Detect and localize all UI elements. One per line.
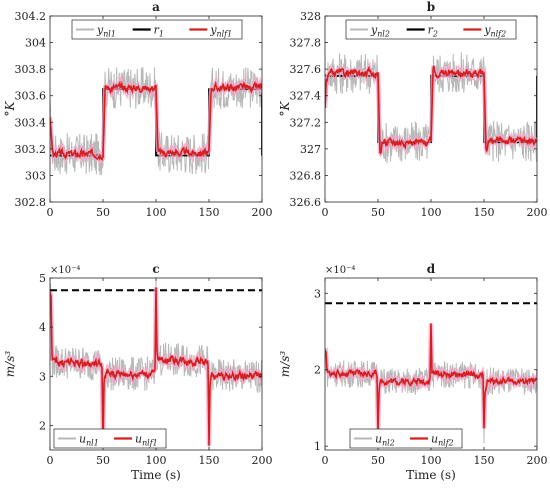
- y-tick-label: 5: [39, 272, 46, 285]
- x-tick-label: 100: [421, 206, 442, 219]
- legend-label: r1: [154, 24, 164, 39]
- y-tick-label: 303.2: [15, 143, 47, 156]
- y-tick-label: 3: [39, 370, 46, 383]
- legend-label: unl2: [375, 433, 395, 448]
- y-tick-label: 303.4: [15, 116, 47, 129]
- y-tick-label: 327.8: [290, 37, 322, 50]
- x-tick-label: 0: [47, 454, 54, 467]
- y-tick-label: 2: [314, 364, 321, 377]
- panel-a: 0 50 100 150 200 302.8 303 303.2 303.4 303.6 303.8…: [3, 0, 273, 219]
- series-unlf2-line: [325, 323, 537, 431]
- x-tick-label: 50: [371, 206, 385, 219]
- y-tick-label: 328: [300, 10, 321, 23]
- y-tick-label: 1: [314, 440, 321, 453]
- x-tick-label: 50: [371, 454, 385, 467]
- x-tick-label: 100: [146, 454, 167, 467]
- x-tick-label: 0: [322, 206, 329, 219]
- y-tick-label: 326.6: [290, 196, 322, 209]
- x-tick-label: 200: [252, 454, 273, 467]
- x-tick-label: 150: [474, 454, 495, 467]
- x-tick-label: 50: [96, 454, 110, 467]
- x-tick-label: 200: [252, 206, 273, 219]
- x-tick-label: 0: [47, 206, 54, 219]
- panel-title: d: [427, 262, 436, 276]
- plot-lines: [50, 278, 262, 450]
- x-tick-label: 100: [421, 454, 442, 467]
- panel-b: 0 50 100 150 200 326.6 326.8 327 327.2 327.4 327.6…: [278, 0, 548, 219]
- x-axis-label: Time (s): [131, 468, 181, 482]
- legend-label: ynlf1: [209, 24, 232, 39]
- series-unlf1-line: [50, 287, 262, 446]
- y-tick-label: 304: [25, 37, 46, 50]
- series-ynlf1-line: [50, 80, 262, 162]
- y-tick-label: 4: [39, 321, 46, 334]
- legend: ynl2 r2 ynlf2: [345, 19, 517, 40]
- y-tick-label: 304.2: [15, 10, 47, 23]
- x-tick-label: 0: [322, 454, 329, 467]
- y-tick-label: 3: [314, 287, 321, 300]
- y-tick-label: 303: [25, 169, 46, 182]
- panel-title: b: [427, 0, 435, 14]
- y-tick-label: 303.8: [15, 63, 47, 76]
- legend: unl1 unlf1: [53, 428, 167, 449]
- y-exponent-label: ×10⁻⁴: [325, 265, 355, 276]
- y-tick-label: 327.6: [290, 63, 322, 76]
- x-tick-label: 150: [474, 206, 495, 219]
- y-axis-label: m/s³: [3, 351, 17, 378]
- legend: unl2 unlf2: [349, 428, 463, 449]
- y-tick-label: 327.2: [290, 116, 322, 129]
- y-axis-label: °K: [3, 100, 17, 116]
- plot-lines: [325, 52, 537, 164]
- plot-lines: [50, 67, 262, 176]
- legend-label: ynl1: [96, 24, 116, 39]
- legend-label: ynl2: [370, 24, 390, 39]
- x-tick-label: 200: [527, 454, 548, 467]
- y-tick-label: 302.8: [15, 196, 47, 209]
- legend-label: unl1: [79, 433, 99, 448]
- legend-label: unlf2: [431, 433, 454, 448]
- y-axis-label: °K: [278, 100, 292, 116]
- x-tick-label: 150: [199, 454, 220, 467]
- y-tick-label: 327: [300, 143, 321, 156]
- panel-title: c: [152, 262, 159, 276]
- x-tick-label: 150: [199, 206, 220, 219]
- x-tick-label: 100: [146, 206, 167, 219]
- series-ynlf2-line: [325, 65, 537, 155]
- y-axis-label: m/s³: [278, 351, 292, 378]
- legend-label: r2: [428, 24, 438, 39]
- y-tick-label: 326.8: [290, 169, 322, 182]
- y-tick-label: 327.4: [290, 90, 322, 103]
- y-exponent-label: ×10⁻⁴: [50, 265, 80, 276]
- y-tick-label: 303.6: [15, 90, 47, 103]
- legend-label: unlf1: [135, 433, 158, 448]
- x-tick-label: 50: [96, 206, 110, 219]
- plot-lines: [325, 302, 537, 444]
- y-tick-label: 2: [39, 419, 46, 432]
- x-tick-label: 200: [527, 206, 548, 219]
- legend: ynl1 r1 ynlf1: [71, 19, 243, 40]
- x-axis-label: Time (s): [406, 468, 456, 482]
- panel-title: a: [152, 0, 160, 14]
- legend-label: ynlf2: [483, 24, 506, 39]
